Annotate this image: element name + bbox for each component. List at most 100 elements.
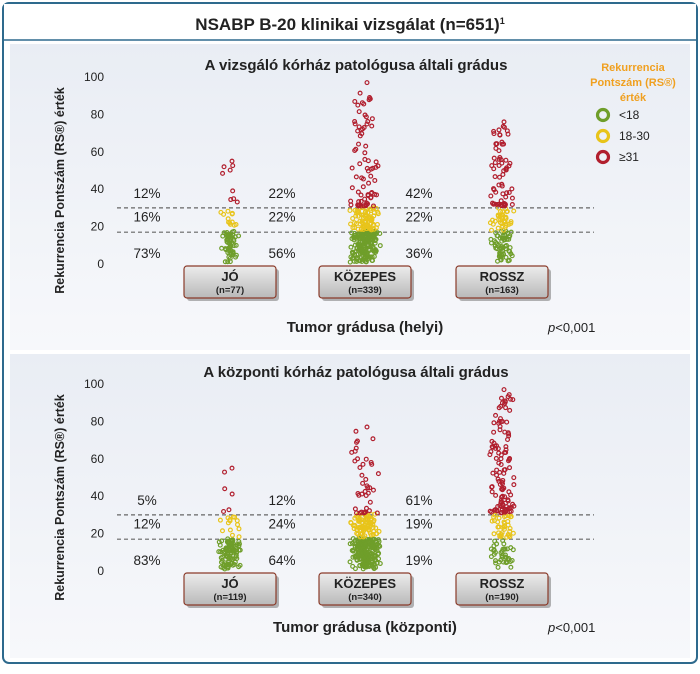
panel-top-bg [10, 44, 690, 350]
point-high [493, 145, 499, 151]
point-high [356, 109, 362, 115]
point-high [498, 452, 504, 458]
point-low [507, 558, 513, 564]
category-box [183, 572, 277, 606]
point-low [227, 247, 233, 253]
percent-label-low: 36% [405, 246, 432, 261]
point-mid [363, 209, 369, 215]
y-tick-label: 20 [91, 220, 105, 234]
point-high [364, 121, 370, 127]
point-high [504, 165, 510, 171]
y-tick-label: 100 [84, 377, 104, 391]
point-low [236, 541, 242, 547]
point-high [370, 487, 376, 493]
point-high [502, 429, 508, 435]
point-high [506, 189, 512, 195]
point-low [230, 562, 236, 568]
point-low [360, 566, 366, 572]
point-low [353, 248, 359, 254]
point-mid [219, 528, 225, 534]
group-1: 12% 24% 64% KÖZEPES(n=340) [268, 424, 414, 608]
point-high [228, 197, 234, 203]
legend-marker-1 [595, 128, 611, 144]
point-high [361, 125, 367, 131]
point-high [511, 475, 517, 481]
point-mid [501, 523, 507, 529]
point-high [506, 433, 512, 439]
point-low [229, 229, 235, 235]
point-low [376, 556, 382, 562]
point-low [495, 233, 501, 239]
point-low [374, 545, 380, 551]
point-mid [350, 225, 356, 231]
point-high [227, 167, 233, 173]
point-high [368, 190, 374, 196]
point-mid [355, 226, 361, 232]
title-bar [4, 4, 696, 40]
point-low [358, 231, 364, 237]
point-low [350, 548, 356, 554]
point-low [228, 236, 234, 242]
point-high [499, 160, 505, 166]
y-tick-label: 60 [91, 145, 105, 159]
point-high [229, 491, 235, 497]
point-low [498, 256, 504, 262]
point-low [357, 556, 363, 562]
y-tick-label: 0 [97, 257, 104, 271]
point-low [227, 243, 233, 249]
point-high [487, 452, 493, 458]
point-mid [366, 225, 372, 231]
point-high [499, 419, 505, 425]
point-high [352, 121, 358, 127]
point-mid [489, 518, 495, 524]
point-high [349, 185, 355, 191]
point-mid [355, 209, 361, 215]
point-mid [358, 531, 364, 537]
point-mid [354, 527, 360, 533]
point-high [489, 489, 495, 495]
point-high [229, 158, 235, 164]
point-low [363, 556, 369, 562]
point-low [229, 548, 235, 554]
point-high [497, 132, 503, 138]
point-high [500, 123, 506, 129]
point-low [231, 236, 237, 242]
point-low [348, 254, 354, 260]
point-mid [217, 517, 223, 523]
point-high [507, 396, 513, 402]
point-mid [497, 532, 503, 538]
point-high [369, 123, 375, 129]
point-low [373, 231, 379, 237]
percent-label-mid: 24% [268, 516, 295, 531]
point-mid [353, 213, 359, 219]
point-high [355, 456, 361, 462]
point-high [359, 491, 365, 497]
category-box [318, 265, 412, 299]
point-low [232, 559, 238, 565]
point-high [231, 196, 237, 202]
point-low [225, 259, 231, 265]
point-low [226, 254, 232, 260]
point-low [233, 545, 239, 551]
point-high [498, 403, 504, 409]
point-low [373, 564, 379, 570]
group-2: 61% 19% 19% ROSSZ(n=190) [405, 387, 551, 608]
point-low [347, 259, 353, 265]
point-high [491, 166, 497, 172]
point-mid [374, 531, 380, 537]
point-high [497, 155, 503, 161]
point-high [493, 189, 499, 195]
point-high [374, 192, 380, 198]
point-high [510, 397, 516, 403]
point-high [499, 487, 505, 493]
point-low [352, 537, 358, 543]
point-high [222, 486, 228, 492]
point-high [360, 184, 366, 190]
point-high [230, 163, 236, 169]
percent-label-mid: 16% [133, 209, 160, 224]
point-low [502, 546, 508, 552]
category-label: ROSSZ [480, 269, 525, 284]
point-low [376, 539, 382, 545]
point-high [357, 90, 363, 96]
legend-marker-2 [595, 149, 611, 165]
